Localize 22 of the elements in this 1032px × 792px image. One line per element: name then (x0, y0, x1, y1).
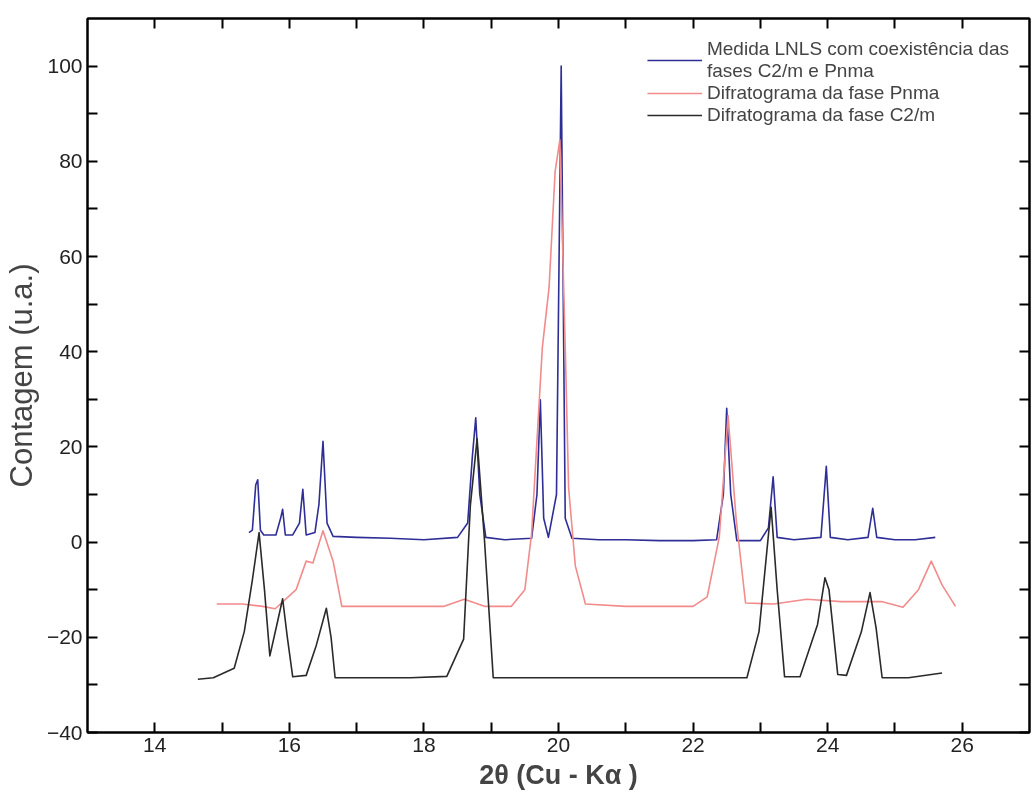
y-tick-label: 0 (70, 530, 83, 554)
line-series (215, 139, 957, 610)
x-tick-label: 20 (546, 732, 571, 756)
x-tick-label: 18 (412, 732, 436, 756)
x-tick-label: 14 (143, 732, 167, 756)
y-tick-label: 40 (59, 339, 83, 363)
x-tick-label: 16 (277, 732, 302, 756)
y-tick-label: −20 (46, 625, 83, 649)
legend-label: Difratograma da fase C2/m (706, 104, 936, 126)
legend-label: Difratograma da fase Pnma (706, 82, 940, 104)
y-tick-label: 20 (59, 434, 83, 458)
line-series (197, 438, 943, 680)
y-axis-title: Contagem (u.a.) (3, 263, 39, 488)
x-axis-title: 2θ (Cu - Kα ) (479, 759, 638, 790)
y-tick-label: 100 (47, 54, 83, 78)
y-tick-label: 80 (59, 149, 83, 173)
x-tick-label: 24 (815, 732, 840, 756)
y-tick-label: 60 (59, 244, 83, 268)
y-tick-label: −40 (46, 720, 83, 744)
x-tick-label: 22 (681, 732, 705, 756)
legend-label: Medida LNLS com coexistência das fases C2/m e Pnma (706, 38, 1009, 82)
x-tick-label: 26 (950, 732, 974, 756)
